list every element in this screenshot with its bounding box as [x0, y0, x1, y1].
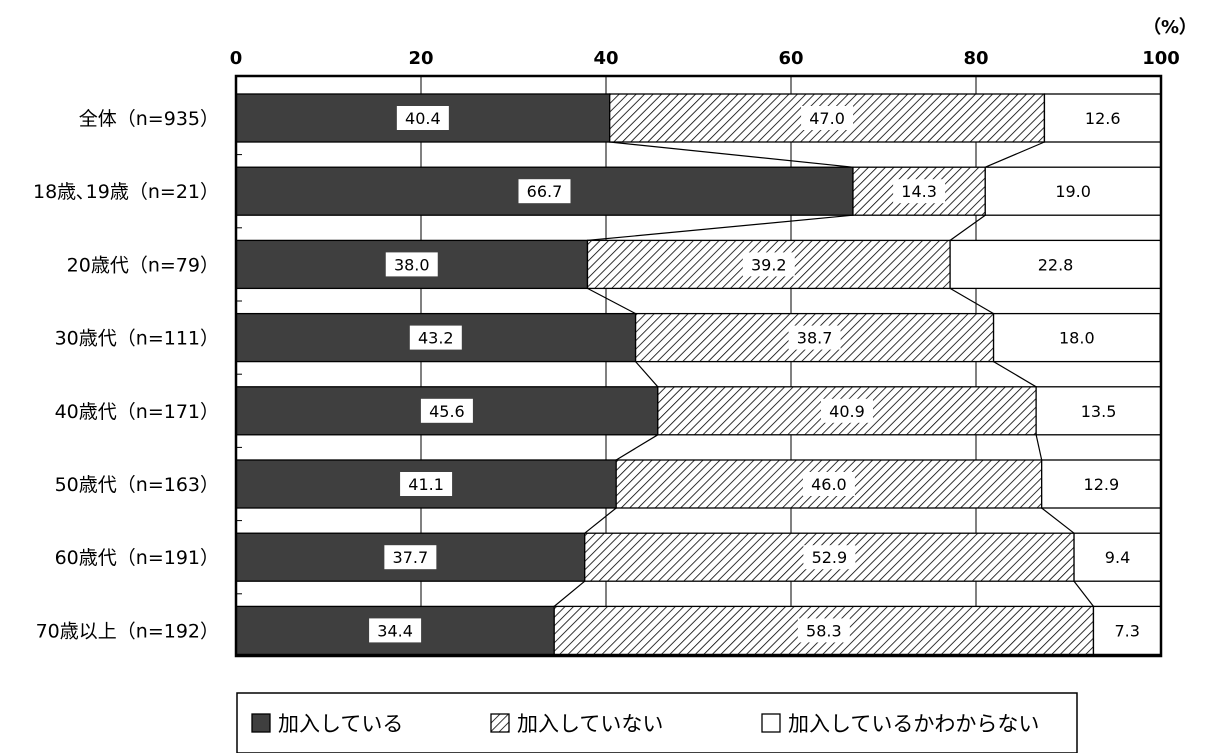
series-connector — [615, 434, 659, 461]
category-labels: 全体（n=935） 18歳､19歳（n=21） 20歳代（n=79） 30歳代（n=1… — [33, 108, 219, 642]
legend-label: 加入していない — [517, 712, 663, 736]
data-label: 13.5 — [1081, 402, 1117, 421]
data-label-box — [788, 325, 841, 350]
series-connector — [993, 361, 1037, 388]
data-label: 52.9 — [812, 548, 848, 567]
category-label: 40歳代（n=171） — [55, 401, 219, 423]
data-label: 47.0 — [809, 109, 845, 128]
data-label-box — [1029, 252, 1082, 277]
data-label: 40.4 — [405, 109, 441, 128]
legend-swatch — [761, 713, 781, 733]
series-connector — [584, 507, 617, 534]
series-connector — [1035, 434, 1043, 461]
data-label: 7.3 — [1115, 621, 1140, 640]
unit-label: （%） — [1143, 17, 1197, 38]
series-connector — [1073, 580, 1094, 607]
data-label-box — [742, 252, 795, 277]
data-label-box — [385, 252, 438, 277]
legend-frame — [236, 692, 1078, 753]
data-label: 41.1 — [408, 475, 444, 494]
data-label-box — [1096, 545, 1139, 570]
data-label: 46.0 — [811, 475, 847, 494]
data-label: 40.9 — [829, 402, 865, 421]
legend-swatch — [251, 713, 271, 733]
data-label: 43.2 — [418, 329, 454, 348]
legend-label: 加入しているかわからない — [788, 712, 1039, 736]
data-label-box — [803, 545, 856, 570]
data-label-box — [820, 398, 873, 423]
x-tick-label: 20 — [408, 48, 433, 69]
data-label-box — [518, 179, 571, 204]
data-label: 38.0 — [394, 255, 430, 274]
data-label-box — [802, 472, 855, 496]
category-label: 50歳代（n=163） — [55, 474, 219, 496]
category-label: 60歳代（n=191） — [55, 547, 219, 569]
x-tick-label: 60 — [778, 48, 803, 69]
series-connector — [635, 361, 659, 388]
legend-swatch — [490, 713, 510, 733]
bars — [235, 93, 1162, 656]
data-label: 45.6 — [429, 402, 465, 421]
data-label-box — [369, 618, 422, 643]
x-tick-label: 80 — [963, 48, 988, 69]
x-tick-label: 100 — [1142, 48, 1180, 69]
data-label: 66.7 — [527, 182, 563, 201]
series-connector — [609, 141, 854, 168]
data-label-box — [400, 472, 453, 496]
data-label-box — [384, 545, 437, 570]
data-label: 34.4 — [377, 621, 413, 640]
data-label: 58.3 — [806, 621, 842, 640]
data-label: 19.0 — [1055, 182, 1091, 201]
data-label-box — [420, 398, 473, 423]
data-label: 37.7 — [393, 548, 429, 567]
data-label: 14.3 — [901, 182, 937, 201]
series-connector — [553, 580, 586, 607]
data-label-box — [1076, 106, 1129, 130]
data-label-box — [893, 179, 946, 204]
x-tick-label: 0 — [230, 48, 243, 69]
data-label-box — [801, 106, 854, 130]
x-tick-label: 40 — [593, 48, 618, 69]
data-label: 22.8 — [1038, 255, 1074, 274]
category-label: 18歳､19歳（n=21） — [33, 181, 219, 203]
data-label-box — [797, 618, 850, 643]
category-label: 30歳代（n=111） — [55, 328, 219, 350]
data-label-box — [409, 325, 462, 350]
legend: 加入している 加入していない 加入しているかわからない — [236, 692, 1078, 753]
data-label: 39.2 — [751, 255, 787, 274]
data-label-box — [396, 106, 449, 130]
x-axis-ticks: 0 20 40 60 80 100 — [230, 48, 1180, 69]
category-label: 20歳代（n=79） — [67, 254, 219, 276]
category-label: 70歳以上（n=192） — [36, 620, 219, 642]
data-label-box — [1075, 472, 1128, 496]
plot-area — [234, 74, 1163, 658]
data-label-box — [1072, 398, 1125, 423]
data-label-box — [1047, 179, 1100, 204]
series-connector-lines — [553, 141, 1094, 607]
series-connector — [1041, 507, 1075, 534]
data-label: 12.9 — [1084, 475, 1120, 494]
data-label-box — [1106, 618, 1149, 643]
bar-segment — [992, 312, 1161, 363]
series-connector — [949, 287, 994, 315]
data-labels: 40.4 47.0 12.6 66.7 14.3 19.0 38.0 39.2 22.8 43.2… — [369, 106, 1149, 643]
data-label: 38.7 — [797, 329, 833, 348]
data-label: 18.0 — [1059, 329, 1095, 348]
data-label-box — [1050, 325, 1103, 350]
data-label: 12.6 — [1085, 109, 1121, 128]
series-connector — [949, 214, 986, 241]
series-connector — [587, 214, 854, 241]
series-connector — [985, 141, 1045, 168]
data-label: 9.4 — [1105, 548, 1130, 567]
series-connector — [587, 287, 636, 315]
category-label: 全体（n=935） — [79, 108, 219, 130]
legend-label: 加入している — [278, 712, 403, 736]
